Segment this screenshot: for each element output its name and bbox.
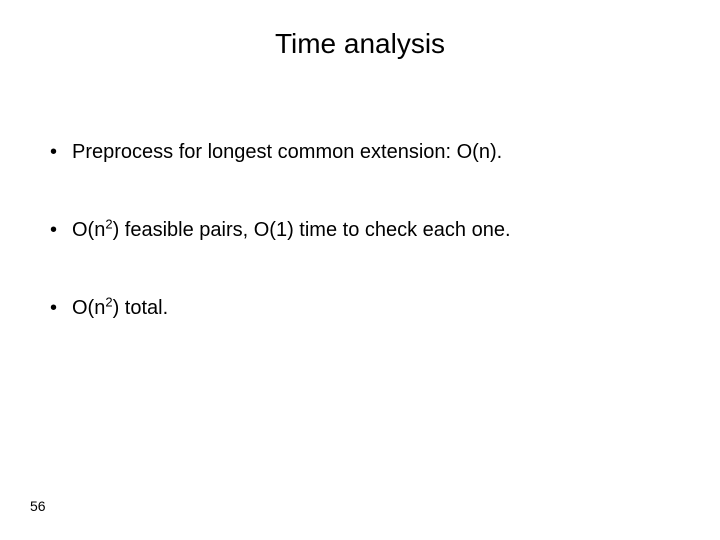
slide: Time analysis • Preprocess for longest c…	[0, 0, 720, 540]
page-number: 56	[30, 498, 46, 514]
bullet-dot: •	[48, 140, 72, 164]
slide-title: Time analysis	[0, 0, 720, 60]
bullet-text-segment: O(n	[72, 297, 105, 319]
bullet-text: O(n2) feasible pairs, O(1) time to check…	[72, 218, 672, 242]
bullet-dot: •	[48, 218, 72, 242]
bullet-text-segment: O(n	[72, 219, 105, 241]
superscript: 2	[105, 294, 112, 309]
bullet-text-segment: Preprocess for longest common extension:…	[72, 141, 502, 163]
bullet-text: Preprocess for longest common extension:…	[72, 140, 672, 164]
bullet-text: O(n2) total.	[72, 296, 672, 320]
bullet-item: • O(n2) feasible pairs, O(1) time to che…	[48, 218, 672, 242]
bullet-item: • Preprocess for longest common extensio…	[48, 140, 672, 164]
bullet-list: • Preprocess for longest common extensio…	[48, 140, 672, 374]
bullet-dot: •	[48, 296, 72, 320]
bullet-text-segment: ) total.	[113, 297, 169, 319]
bullet-item: • O(n2) total.	[48, 296, 672, 320]
superscript: 2	[105, 216, 112, 231]
bullet-text-segment: ) feasible pairs, O(1) time to check eac…	[113, 219, 511, 241]
